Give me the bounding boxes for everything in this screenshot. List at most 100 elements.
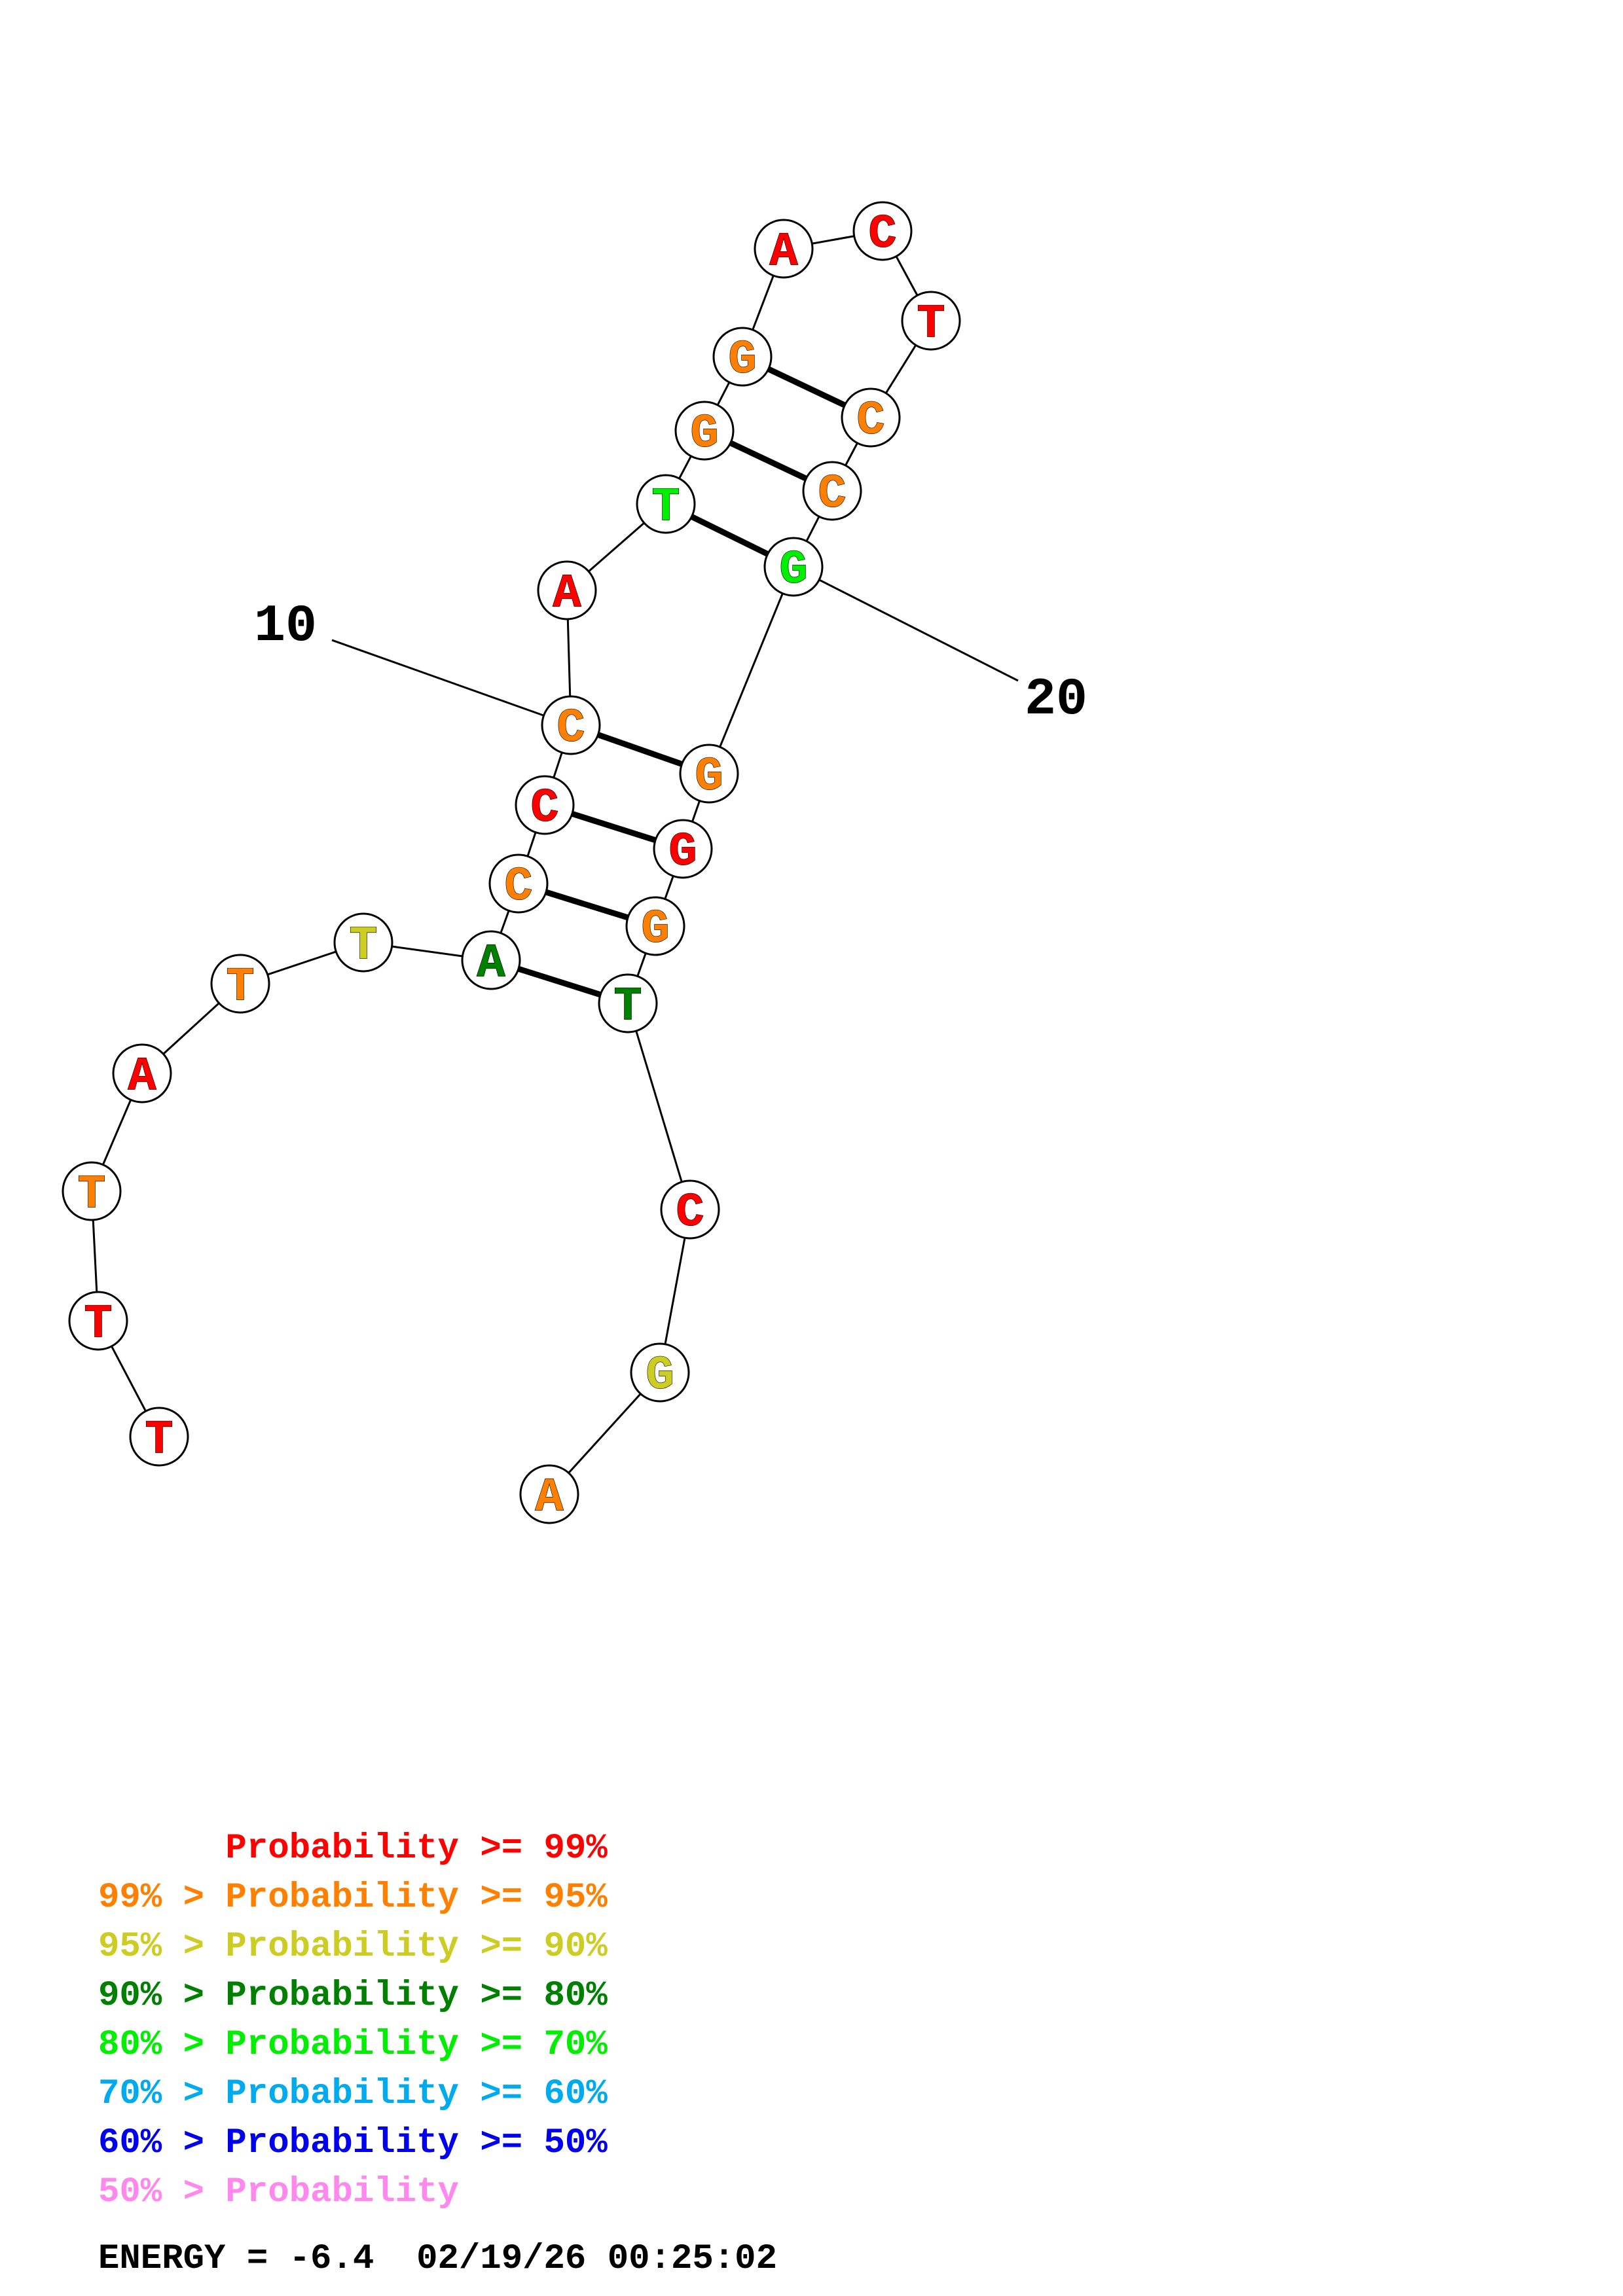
nucleotide-26: G	[630, 1342, 690, 1403]
nucleotide-letter: C	[556, 702, 585, 755]
nucleotide-letter: T	[226, 960, 254, 1014]
nucleotide-circle	[541, 695, 601, 755]
nucleotide-circle	[852, 201, 913, 261]
nucleotide-circle	[712, 327, 773, 387]
nucleotide-18: C	[841, 387, 901, 448]
nucleotide-circle	[763, 537, 824, 597]
legend-row-6: 70% > Probability >= 60%	[98, 2074, 608, 2114]
tick-line-10	[331, 639, 572, 726]
nucleotide-letter: T	[613, 980, 642, 1033]
nucleotide-circle	[519, 1464, 579, 1524]
nucleotide-15: A	[754, 219, 814, 279]
nucleotide-24: T	[598, 973, 658, 1034]
nucleotide-circle	[754, 219, 814, 279]
nucleotide-letter: C	[856, 394, 884, 448]
nucleotide-23: G	[625, 896, 685, 957]
nucleotide-letter: G	[668, 825, 697, 879]
nucleotide-letter: A	[769, 225, 798, 279]
nucleotide-circle	[636, 474, 696, 534]
tick-label-20: 20	[1025, 670, 1087, 730]
nucleotide-letter: T	[917, 297, 945, 351]
nucleotide-8: C	[488, 853, 549, 914]
nucleotide-circle	[625, 896, 685, 956]
legend-row-8: 50% > Probability	[98, 2172, 459, 2212]
nucleotide-circle	[333, 912, 393, 973]
nucleotide-4: A	[112, 1043, 172, 1104]
backbone-link-24-25	[627, 1003, 691, 1210]
nucleotide-letter: A	[535, 1471, 564, 1524]
nucleotide-circle	[653, 819, 713, 879]
nucleotide-25: C	[660, 1179, 720, 1240]
nucleotide-5: T	[210, 954, 270, 1014]
nucleotide-circle	[129, 1407, 189, 1467]
nucleotide-1: T	[129, 1407, 189, 1467]
nucleotide-letter: T	[84, 1297, 112, 1351]
nucleotide-9: C	[515, 775, 575, 836]
nucleotide-letter: C	[676, 1186, 704, 1240]
nucleotide-circle	[901, 291, 961, 351]
nucleotide-circle	[68, 1291, 128, 1351]
nucleotide-letter: G	[690, 407, 718, 461]
backbone-link-20-21	[708, 566, 795, 774]
nucleotide-letter: G	[695, 750, 723, 804]
nucleotide-13: G	[674, 401, 735, 461]
nucleotide-10: C	[541, 695, 601, 756]
tick-line-20	[793, 565, 1019, 682]
nucleotide-circle	[598, 973, 658, 1033]
nucleotide-circle	[461, 930, 521, 990]
nucleotide-letter: G	[779, 543, 807, 597]
nucleotide-circle	[488, 853, 549, 914]
nucleotide-19: C	[802, 461, 862, 522]
nucleotide-letter: C	[504, 860, 532, 914]
nucleotide-letter: T	[77, 1168, 105, 1221]
nucleotide-circle	[537, 560, 597, 620]
nucleotide-letter: C	[530, 781, 558, 835]
nucleotide-circle	[210, 954, 270, 1014]
nucleotide-letter: G	[641, 903, 669, 956]
nucleotide-letter: T	[349, 919, 377, 973]
numbering-layer: 10 20	[254, 565, 1087, 730]
nucleotide-circle	[515, 775, 575, 835]
nucleotide-3: T	[62, 1161, 122, 1222]
nucleotide-7: A	[461, 930, 521, 991]
nucleotide-20: G	[763, 537, 824, 598]
legend-row-5: 80% > Probability >= 70%	[98, 2025, 608, 2065]
nucleotide-letter: G	[728, 333, 756, 387]
legend-row-4: 90% > Probability >= 80%	[98, 1976, 608, 2016]
nucleotide-circle	[660, 1179, 720, 1240]
base-pair-layer	[490, 353, 872, 1007]
nucleotide-14: G	[712, 327, 773, 387]
nucleotide-circle	[630, 1342, 690, 1403]
nucleotide-6: T	[333, 912, 393, 973]
legend-row-1: Probability >= 99%	[98, 1829, 608, 1869]
nucleotide-letter: C	[868, 207, 896, 261]
tick-label-10: 10	[254, 597, 317, 656]
nucleotide-2: T	[68, 1291, 128, 1352]
nucleotide-letter: T	[145, 1413, 173, 1467]
energy-label: ENERGY = -6.4 02/19/26 00:25:02	[98, 2239, 777, 2279]
nucleotide-11: A	[537, 560, 597, 621]
probability-legend: Probability >= 99% 99% > Probability >= 9…	[98, 1829, 608, 2212]
legend-row-2: 99% > Probability >= 95%	[98, 1878, 608, 1918]
legend-row-7: 60% > Probability >= 50%	[98, 2123, 608, 2163]
nucleotide-letter: T	[651, 480, 680, 534]
nucleotide-circle	[841, 387, 901, 448]
nucleotide-letter: A	[553, 567, 581, 620]
nucleotide-circle	[679, 744, 739, 804]
legend-row-3: 95% > Probability >= 90%	[98, 1927, 608, 1967]
nucleotide-27: A	[519, 1464, 579, 1525]
nucleotide-circle	[62, 1161, 122, 1221]
nucleotide-letter: A	[128, 1050, 156, 1103]
nucleotide-circle	[674, 401, 735, 461]
nucleotide-16: C	[852, 201, 913, 262]
nucleotide-17: T	[901, 291, 961, 351]
nucleotide-letter: A	[477, 937, 505, 990]
nucleotide-21: G	[679, 744, 739, 804]
nucleotide-22: G	[653, 819, 713, 880]
nucleotide-circle	[802, 461, 862, 521]
nucleotide-circle	[112, 1043, 172, 1103]
nucleotide-letter: C	[818, 467, 846, 521]
nucleotide-letter: G	[646, 1349, 674, 1403]
